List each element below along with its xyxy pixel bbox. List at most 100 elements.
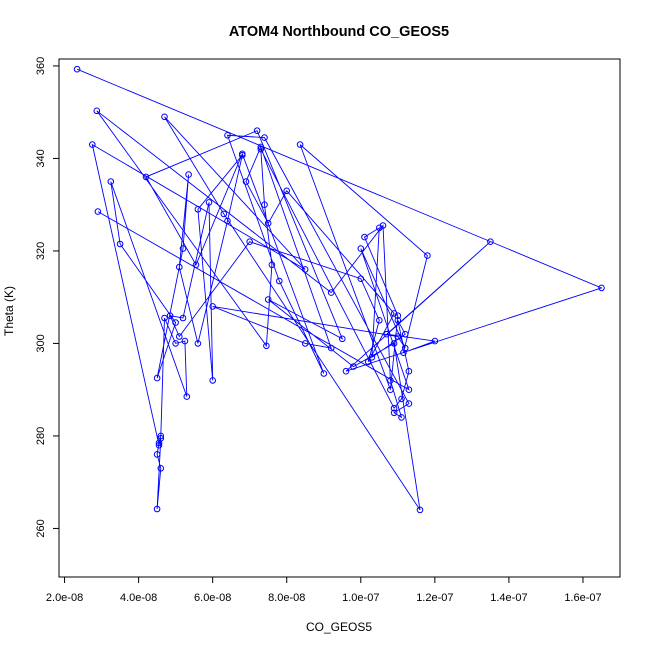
data-point bbox=[224, 217, 231, 225]
chart-title: ATOM4 Northbound CO_GEOS5 bbox=[229, 24, 449, 40]
data-point bbox=[224, 132, 231, 139]
series-line bbox=[76, 68, 603, 511]
data-point bbox=[339, 335, 346, 343]
data-point bbox=[89, 141, 96, 148]
y-tick-label: 280 bbox=[35, 427, 47, 445]
data-point bbox=[192, 261, 200, 269]
data-point bbox=[431, 337, 439, 345]
data-point bbox=[194, 206, 202, 213]
data-point bbox=[401, 330, 409, 338]
data-point bbox=[172, 340, 179, 347]
x-tick-label: 8.0e-08 bbox=[268, 592, 305, 604]
data-point bbox=[107, 178, 115, 185]
y-tick-label: 260 bbox=[35, 519, 47, 537]
data-point bbox=[361, 233, 368, 241]
x-tick-label: 1.2e-07 bbox=[416, 592, 453, 604]
data-point bbox=[261, 201, 268, 208]
data-point bbox=[387, 377, 394, 384]
data-point bbox=[379, 222, 387, 229]
data-point bbox=[93, 107, 101, 115]
data-point bbox=[94, 208, 102, 215]
y-axis: 260 280 300 320 340 360 bbox=[35, 57, 60, 538]
x-tick-label: 1.4e-07 bbox=[490, 592, 527, 604]
data-point bbox=[487, 238, 494, 245]
data-point bbox=[179, 314, 187, 322]
data-point bbox=[387, 386, 394, 394]
data-point bbox=[350, 363, 357, 370]
data-point bbox=[264, 296, 272, 303]
data-point bbox=[194, 340, 202, 347]
data-point bbox=[172, 319, 179, 326]
data-point bbox=[242, 178, 250, 185]
data-point bbox=[153, 451, 161, 458]
series-layer bbox=[73, 65, 605, 514]
data-point bbox=[405, 367, 413, 375]
data-point bbox=[181, 337, 189, 345]
data-point bbox=[383, 330, 391, 338]
data-point bbox=[268, 261, 276, 269]
data-point bbox=[357, 245, 365, 252]
data-point bbox=[390, 310, 398, 317]
data-point bbox=[183, 393, 191, 400]
data-point bbox=[405, 386, 413, 394]
data-point bbox=[390, 404, 398, 412]
data-point bbox=[401, 344, 409, 352]
x-tick-label: 2.0e-08 bbox=[46, 592, 83, 604]
data-point bbox=[116, 240, 124, 248]
data-point bbox=[205, 199, 213, 206]
data-point bbox=[73, 65, 81, 73]
data-point bbox=[283, 187, 291, 195]
data-point bbox=[320, 370, 328, 377]
data-point bbox=[394, 317, 402, 324]
data-point bbox=[327, 289, 335, 296]
data-point bbox=[327, 344, 335, 352]
data-point bbox=[157, 465, 165, 472]
data-point bbox=[161, 113, 168, 121]
data-point bbox=[398, 414, 405, 421]
data-point bbox=[185, 171, 192, 178]
x-tick-label: 4.0e-08 bbox=[120, 592, 157, 604]
data-point bbox=[261, 134, 268, 141]
data-point bbox=[153, 374, 161, 382]
data-point bbox=[301, 266, 309, 273]
data-point bbox=[257, 145, 265, 153]
data-point bbox=[176, 263, 183, 271]
data-point bbox=[179, 245, 187, 252]
data-point bbox=[153, 505, 161, 513]
data-point bbox=[398, 395, 405, 403]
y-tick-label: 340 bbox=[35, 149, 47, 167]
data-point bbox=[257, 143, 265, 151]
x-axis-label: CO_GEOS5 bbox=[306, 620, 372, 634]
data-point bbox=[253, 127, 261, 134]
y-tick-label: 320 bbox=[35, 242, 47, 260]
data-point bbox=[166, 312, 174, 320]
data-point bbox=[161, 314, 168, 322]
data-point bbox=[424, 252, 431, 259]
data-point bbox=[276, 277, 283, 285]
y-tick-label: 360 bbox=[35, 57, 47, 75]
y-tick-label: 300 bbox=[35, 334, 47, 352]
data-point bbox=[357, 275, 365, 283]
y-axis-label: Theta (K) bbox=[2, 286, 16, 336]
data-point bbox=[405, 400, 413, 407]
data-point bbox=[394, 333, 402, 340]
x-tick-label: 1.6e-07 bbox=[564, 592, 601, 604]
data-point bbox=[155, 441, 163, 449]
data-point bbox=[176, 333, 183, 340]
data-point bbox=[390, 340, 398, 347]
x-tick-label: 6.0e-08 bbox=[194, 592, 231, 604]
data-point bbox=[157, 432, 165, 440]
data-point bbox=[301, 340, 309, 347]
data-point bbox=[246, 238, 253, 245]
data-point bbox=[142, 173, 150, 181]
x-tick-label: 1.0e-07 bbox=[342, 592, 379, 604]
data-point bbox=[263, 342, 270, 350]
data-point bbox=[598, 284, 605, 292]
data-point bbox=[376, 317, 383, 324]
data-point bbox=[239, 151, 246, 159]
data-point bbox=[209, 303, 216, 310]
x-axis: 2.0e-08 4.0e-08 6.0e-08 8.0e-08 1.0e-07 1.2e-… bbox=[46, 576, 602, 604]
data-point bbox=[264, 219, 272, 227]
